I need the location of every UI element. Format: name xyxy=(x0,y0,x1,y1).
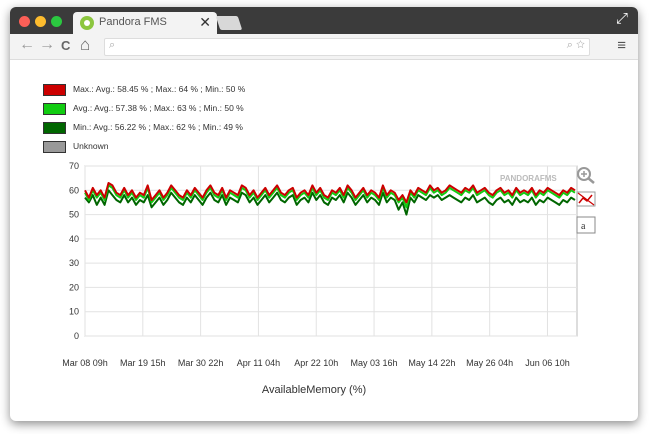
series-line-min xyxy=(84,189,576,216)
legend-swatch xyxy=(43,103,66,115)
legend-swatch xyxy=(43,84,66,96)
y-tick-label: 20 xyxy=(69,282,79,292)
series-line-avg xyxy=(84,184,576,209)
legend-label: Unknown xyxy=(73,141,109,151)
y-tick-label: 70 xyxy=(69,161,79,171)
legend-swatch xyxy=(43,141,66,153)
minimize-window-button[interactable] xyxy=(35,16,46,27)
close-window-button[interactable] xyxy=(19,16,30,27)
watermark: PANDORAFMS xyxy=(500,174,557,183)
title-bar: Pandora FMS ✕ ⤢ xyxy=(10,7,638,34)
legend-swatch xyxy=(43,122,66,134)
x-tick-label: Apr 22 10h xyxy=(294,358,338,368)
x-tick-label: Jun 06 10h xyxy=(525,358,570,368)
search-icon: ⌕ xyxy=(109,39,116,51)
browser-toolbar: ← → C ⌂ ⌕ ⌕ ☆ ≡ xyxy=(10,34,638,60)
reload-icon[interactable]: C xyxy=(61,38,71,53)
pandora-logo-icon xyxy=(80,16,94,30)
x-axis-title: AvailableMemory (%) xyxy=(261,384,367,396)
x-tick-label: May 03 16h xyxy=(351,358,398,368)
legend-label: Avg.: Avg.: 57.38 % ; Max.: 63 % ; Min.:… xyxy=(73,103,244,113)
address-bar[interactable]: ⌕ ⌕ ☆ xyxy=(104,38,590,56)
y-tick-label: 10 xyxy=(69,307,79,317)
no-graph-icon[interactable] xyxy=(576,191,596,209)
series-line-max xyxy=(84,182,576,204)
tab-title: Pandora FMS xyxy=(99,16,167,28)
zoom-star-icons[interactable]: ⌕ ☆ xyxy=(566,39,585,51)
x-tick-label: Mar 19 15h xyxy=(120,358,166,368)
menu-icon[interactable]: ≡ xyxy=(617,37,626,54)
forward-icon[interactable]: → xyxy=(39,36,55,53)
y-tick-label: 60 xyxy=(69,185,79,195)
y-tick-label: 50 xyxy=(69,210,79,220)
browser-window: Pandora FMS ✕ ⤢ ← → C ⌂ ⌕ ⌕ ☆ ≡ xyxy=(10,7,638,421)
tab-pandora-fms[interactable]: Pandora FMS ✕ xyxy=(73,12,217,34)
home-icon[interactable]: ⌂ xyxy=(80,35,91,54)
legend-label: Max.: Avg.: 58.45 % ; Max.: 64 % ; Min.:… xyxy=(73,84,246,94)
legend-label: Min.: Avg.: 56.22 % ; Max.: 62 % ; Min.:… xyxy=(73,122,243,132)
svg-text:a: a xyxy=(581,221,586,232)
y-tick-label: 0 xyxy=(74,331,79,341)
maximize-window-button[interactable] xyxy=(51,16,62,27)
tab-close-icon[interactable]: ✕ xyxy=(199,14,211,30)
x-tick-label: Mar 08 09h xyxy=(62,358,108,368)
text-format-icon[interactable]: a xyxy=(576,216,596,234)
x-tick-label: Apr 11 04h xyxy=(237,358,280,368)
x-tick-label: May 14 22h xyxy=(408,358,455,368)
x-tick-label: May 26 04h xyxy=(466,358,513,368)
y-tick-label: 30 xyxy=(69,258,79,268)
zoom-icon[interactable] xyxy=(576,166,596,184)
y-tick-label: 40 xyxy=(69,234,79,244)
expand-icon[interactable]: ⤢ xyxy=(615,10,628,27)
back-icon[interactable]: ← xyxy=(19,36,35,53)
x-tick-label: Mar 30 22h xyxy=(178,358,224,368)
